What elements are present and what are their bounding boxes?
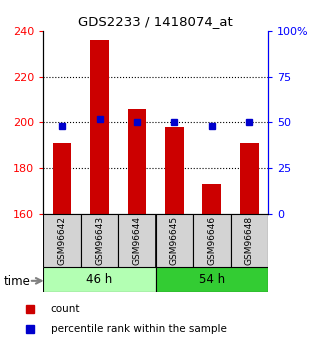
Text: GSM96648: GSM96648 — [245, 216, 254, 265]
Text: GSM96643: GSM96643 — [95, 216, 104, 265]
Text: percentile rank within the sample: percentile rank within the sample — [51, 324, 227, 334]
Title: GDS2233 / 1418074_at: GDS2233 / 1418074_at — [78, 16, 233, 29]
Text: GSM96644: GSM96644 — [133, 216, 142, 265]
Text: GSM96645: GSM96645 — [170, 216, 179, 265]
Text: GSM96646: GSM96646 — [207, 216, 216, 265]
Text: GSM96642: GSM96642 — [57, 216, 66, 265]
Bar — [127, 109, 146, 214]
Bar — [43, 267, 156, 292]
Bar — [156, 267, 268, 292]
Bar — [156, 214, 193, 267]
Bar — [81, 214, 118, 267]
Bar — [118, 214, 156, 267]
Text: 46 h: 46 h — [86, 273, 113, 286]
Bar — [53, 143, 71, 214]
Bar — [90, 40, 109, 214]
Text: 54 h: 54 h — [199, 273, 225, 286]
Bar — [165, 127, 184, 214]
Bar — [43, 214, 81, 267]
Text: count: count — [51, 304, 80, 314]
Bar — [203, 184, 221, 214]
Bar — [230, 214, 268, 267]
Text: time: time — [3, 275, 30, 288]
Bar — [193, 214, 230, 267]
Bar — [240, 143, 259, 214]
